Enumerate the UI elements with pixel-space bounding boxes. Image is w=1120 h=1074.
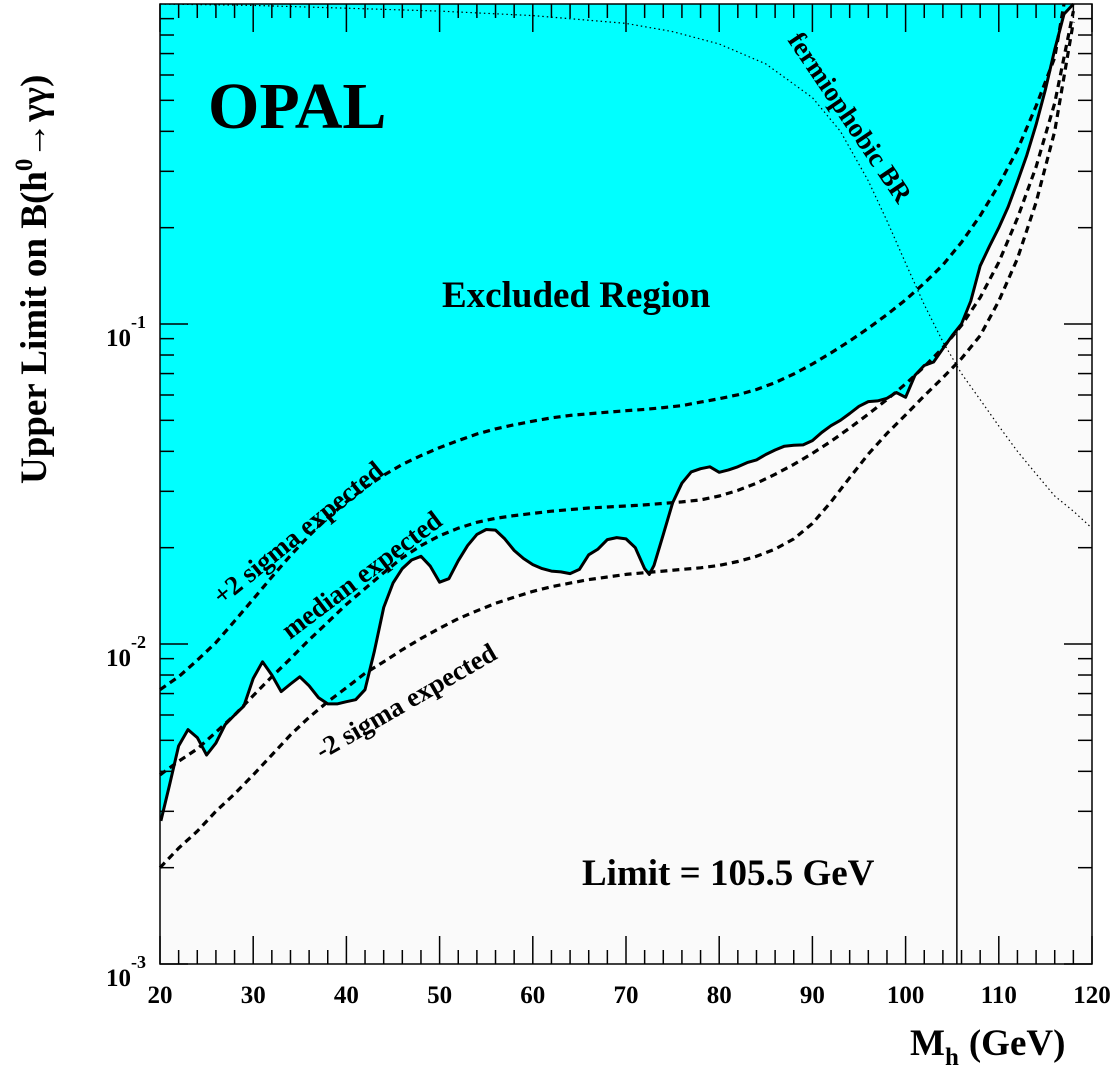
x-tick-label: 90 xyxy=(800,982,825,1009)
axes xyxy=(159,3,1093,965)
x-axis-subscript: h xyxy=(945,1044,959,1071)
x-tick-label: 20 xyxy=(148,982,173,1009)
minus2-curve xyxy=(158,21,1075,869)
x-tick-label: 70 xyxy=(614,982,639,1009)
excluded-region-label: Excluded Region xyxy=(442,275,711,316)
y-tick-label: 10-1 xyxy=(106,312,146,352)
plus2-curve xyxy=(159,3,1066,692)
observed-curve xyxy=(159,2,1075,822)
y-axis-title-suffix: →γγ) xyxy=(14,75,55,159)
y-axis-superscript: 0 xyxy=(11,159,38,172)
y-tick-label: 10-2 xyxy=(106,632,146,672)
x-tick-label: 30 xyxy=(241,982,266,1009)
y-tick-label: 10-3 xyxy=(106,952,146,992)
x-axis-title: Mh (GeV) xyxy=(910,1023,1065,1071)
y-axis-title-prefix: Upper Limit on B(h xyxy=(14,171,55,484)
x-tick-label: 60 xyxy=(520,982,545,1009)
experiment-label: OPAL xyxy=(208,70,386,143)
x-tick-label: 80 xyxy=(707,982,732,1009)
limit-label: Limit = 105.5 GeV xyxy=(582,853,875,894)
y-tick-base: 10 xyxy=(106,325,131,352)
y-axis-title: Upper Limit on B(h0→γγ) xyxy=(11,75,55,484)
y-tick-exponent: -1 xyxy=(131,312,146,332)
curves xyxy=(158,2,1093,964)
fermiophobic-curve xyxy=(159,3,1093,529)
y-tick-exponent: -3 xyxy=(131,952,146,972)
y-tick-base: 10 xyxy=(106,965,131,992)
x-tick-label: 100 xyxy=(887,982,925,1009)
x-tick-label: 50 xyxy=(427,982,452,1009)
x-tick-label: 120 xyxy=(1073,982,1111,1009)
x-tick-label: 40 xyxy=(334,982,359,1009)
y-tick-base: 10 xyxy=(106,645,131,672)
x-axis-symbol: M xyxy=(910,1023,945,1064)
x-tick-label: 110 xyxy=(981,982,1017,1009)
x-axis-unit: (GeV) xyxy=(969,1023,1066,1064)
y-tick-exponent: -2 xyxy=(131,632,146,652)
plot-area xyxy=(160,4,1092,964)
